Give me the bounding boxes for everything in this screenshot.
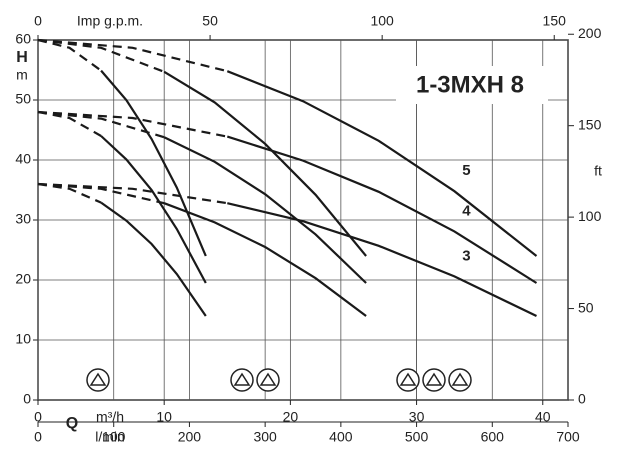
y-tick-label: 40 [15,151,31,167]
y-axis-unit: m [16,67,28,83]
x-tick-label: 50 [202,13,218,29]
curve-label: 3 [462,247,470,264]
y2-tick-label: 50 [578,299,594,315]
y-axis-label: H [16,49,28,66]
y-tick-label: 20 [15,271,31,287]
x-tick-label: 0 [34,409,42,425]
pump-curve [227,202,537,317]
x-tick-label: 700 [556,429,580,445]
y-tick-label: 10 [15,331,31,347]
pump-curve [226,135,538,284]
x-tick-label: 40 [535,409,551,425]
x-axis-prefix: Q [66,415,78,432]
x-tick-label: 100 [102,429,126,445]
pump-curve [37,182,102,204]
y2-tick-label: 200 [578,25,602,41]
pump-curve [163,70,367,257]
x-axis-label: m³/h [96,409,124,425]
pump-curve [100,69,207,257]
x-tick-label: 0 [34,13,42,29]
curve-label: 4 [462,202,471,219]
x-tick-label: 500 [405,429,429,445]
chart-title: 1-3MXH 8 [416,71,524,98]
pump-curve [163,136,367,284]
y-tick-label: 50 [15,91,31,107]
x-axis-label: l/min [95,429,125,445]
pump-curve [37,110,102,137]
pump-curve [37,110,228,138]
x-tick-label: 10 [156,409,172,425]
x-tick-label: 300 [253,429,277,445]
y2-tick-label: 0 [578,391,586,407]
x-tick-label: 150 [543,13,567,29]
x-tick-label: 30 [409,409,425,425]
x-axis-label: Imp g.p.m. [77,13,143,29]
y-tick-label: 30 [15,211,31,227]
y-tick-label: 0 [23,391,31,407]
x-tick-label: 200 [178,429,202,445]
x-tick-label: 400 [329,429,353,445]
y-tick-label: 60 [15,31,31,47]
y2-tick-label: 100 [578,208,602,224]
pump-curve [163,202,367,317]
x-tick-label: 0 [34,429,42,445]
pump-curve [37,38,102,72]
pump-curve [37,38,228,73]
title-box [396,66,548,104]
pump-curve [226,70,538,257]
pump-icons [86,368,472,392]
pump-curve [37,182,228,205]
x-tick-label: 100 [370,13,394,29]
y2-axis-label: ft [594,163,602,179]
x-tick-label: 600 [481,429,505,445]
pump-curve [100,201,207,317]
curve-label: 5 [462,162,470,179]
x-tick-label: 20 [283,409,299,425]
pump-curve [100,135,207,284]
y2-tick-label: 150 [578,116,602,132]
